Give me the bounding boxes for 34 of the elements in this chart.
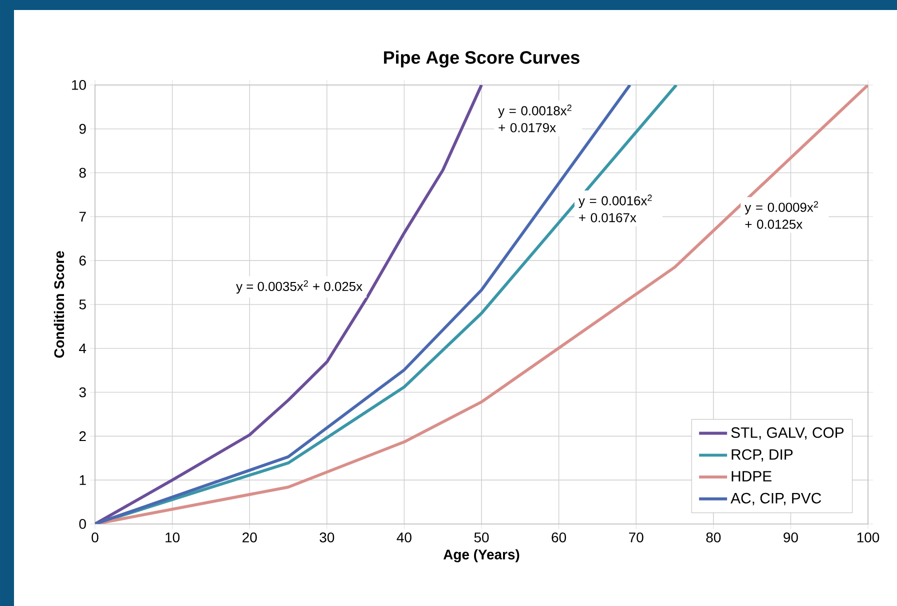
x-tick-label: 10 [166, 532, 180, 542]
y-tick-label: 1 [80, 475, 86, 485]
y-tick-label: 9 [79, 124, 86, 134]
y-tick-label: 5 [79, 300, 86, 310]
x-tick-label: 50 [474, 532, 489, 542]
legend-label: RCP, DIP [732, 449, 793, 462]
y-tick-label: 8 [79, 168, 86, 178]
x-tick-label: 60 [552, 532, 566, 542]
text: y = 0.0016x$^{2}$ + 0.0167x [578, 194, 652, 222]
x-tick-label: 40 [396, 532, 412, 542]
annotation: y = 0.0035x$^{2}$ + 0.025x [236, 280, 362, 294]
y-tick-label: 7 [79, 212, 86, 222]
x-tick-label: 80 [706, 532, 721, 542]
y-tick-label: 0 [79, 519, 86, 529]
y-axis-title: Condition Score [54, 251, 64, 358]
x-tick-label: 20 [242, 532, 257, 542]
line-series [95, 84, 484, 524]
legend-label: AC, CIP, PVC [730, 492, 822, 506]
y-tick-label: 2 [79, 431, 86, 442]
legend-label: HDPE [732, 471, 772, 482]
y-tick-label: 3 [79, 387, 86, 398]
x-tick-label: 30 [320, 532, 334, 542]
text: y = 0.0009x$^{2}$ + 0.0125x [744, 201, 818, 229]
x-tick-label: 100 [857, 532, 880, 542]
y-tick-label: 10 [72, 80, 86, 90]
x-axis-title: Age (Years) [443, 549, 520, 562]
y-tick-label: 4 [79, 344, 86, 354]
chart-title: Pipe Age Score Curves [384, 50, 580, 68]
y-tick-label: 6 [79, 256, 86, 266]
legend-label: STL, GALV, COP [731, 427, 844, 440]
x-tick-label: 90 [784, 532, 798, 542]
text: y = 0.0018x$^{2}$ + 0.0179x [498, 104, 572, 132]
x-tick-label: 0 [92, 532, 98, 542]
x-tick-label: 70 [629, 532, 644, 542]
